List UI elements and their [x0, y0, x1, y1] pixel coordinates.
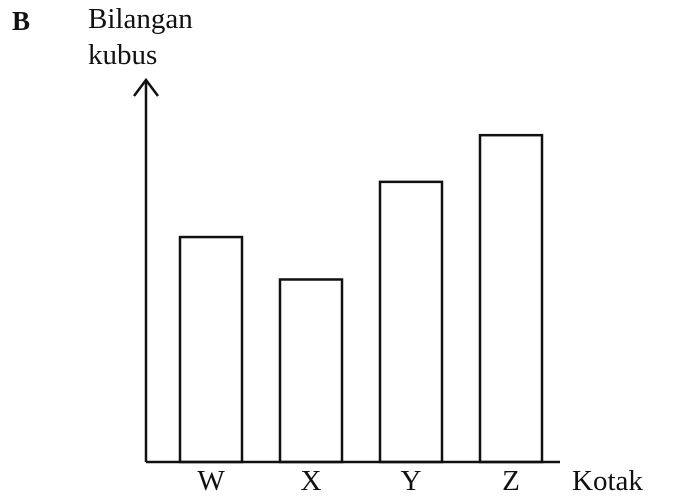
bars-group: [178, 133, 544, 464]
x-tick-label-x: X: [301, 465, 322, 497]
bar-w: [178, 235, 244, 464]
y-axis-label-line1: Bilangan: [88, 3, 193, 35]
x-axis-label: Kotak: [572, 465, 643, 497]
bar-y: [378, 180, 444, 464]
x-tick-label-w: W: [197, 465, 225, 497]
y-axis-arrowhead: [133, 77, 159, 97]
x-tick-label-y: Y: [401, 465, 422, 497]
bar-x: [278, 278, 344, 464]
y-axis-label-line2: kubus: [88, 39, 157, 71]
part-label: B: [12, 6, 30, 36]
x-tick-label-z: Z: [502, 465, 520, 497]
bar-z: [478, 133, 544, 464]
x-tick-labels: W X Y Z: [197, 465, 520, 497]
